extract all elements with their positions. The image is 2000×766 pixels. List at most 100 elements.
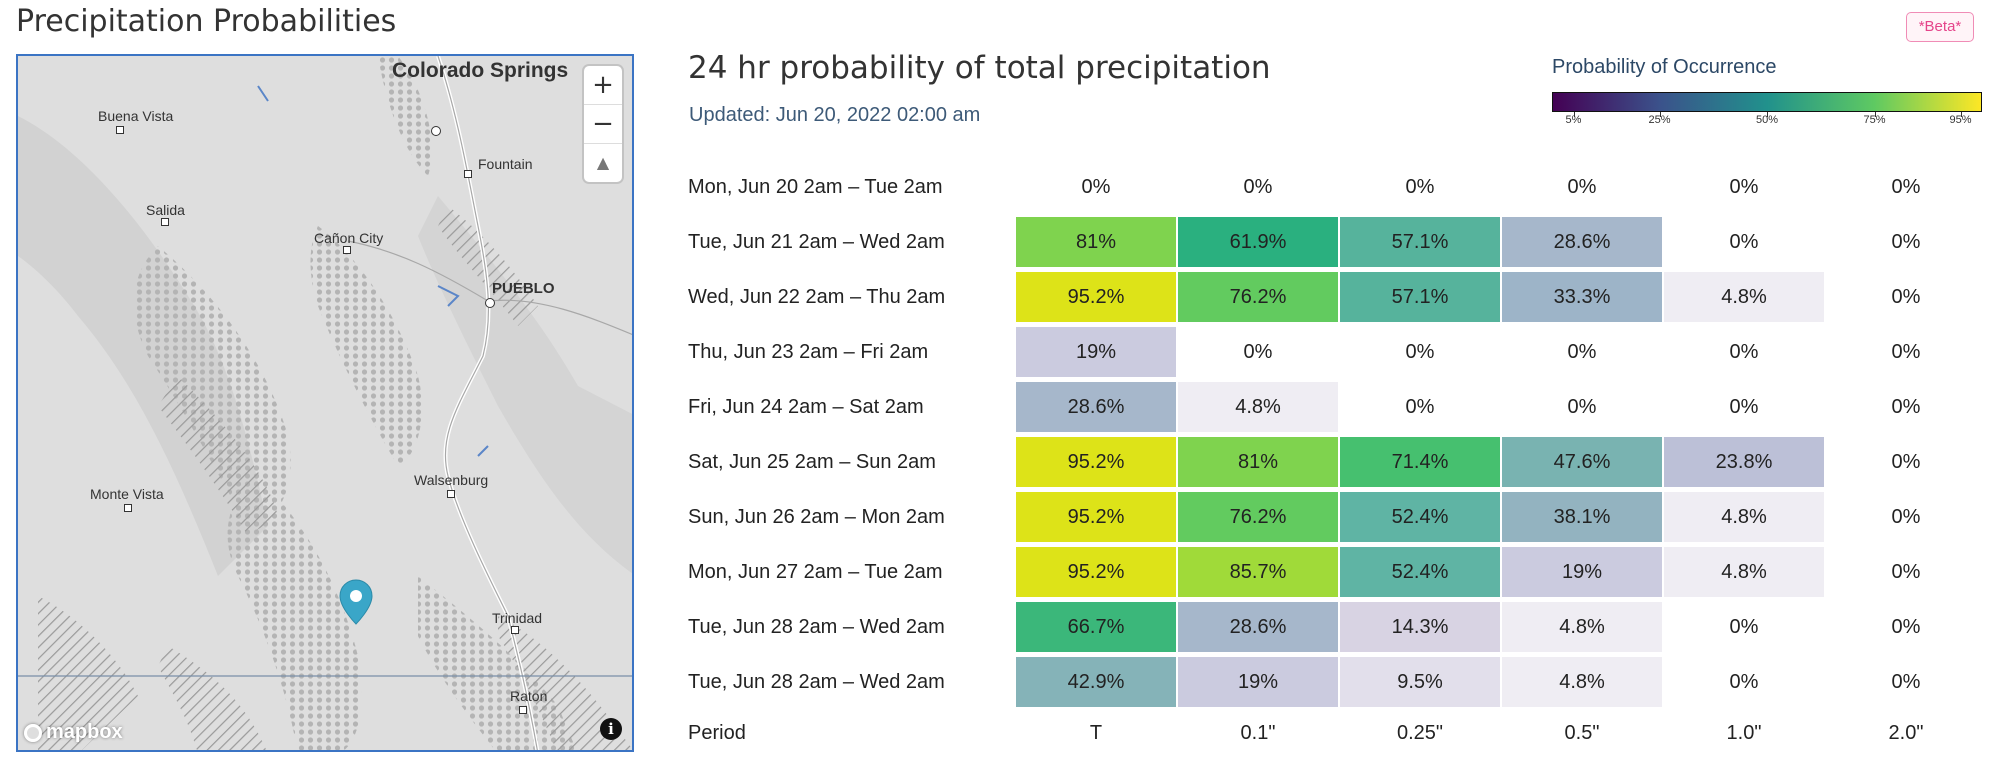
period-label: Tue, Jun 28 2am – Wed 2am [688, 671, 945, 693]
probability-cell: 76.2% [1178, 492, 1338, 542]
probability-cell: 0% [1729, 616, 1759, 638]
probability-cell: 0% [1891, 506, 1921, 528]
probability-cell: 57.1% [1340, 272, 1500, 322]
probability-cell: 14.3% [1340, 602, 1500, 652]
probability-cell: 4.8% [1664, 547, 1824, 597]
probability-cell: 19% [1502, 547, 1662, 597]
zoom-control: + − ▲ [584, 66, 622, 182]
legend-colorbar [1552, 92, 1982, 112]
map-pin-icon[interactable] [338, 578, 374, 631]
legend-tick-mark [1960, 112, 1962, 117]
zoom-in-button[interactable]: + [584, 66, 622, 105]
info-icon[interactable]: i [600, 718, 622, 740]
probability-cell: 52.4% [1340, 492, 1500, 542]
probability-cell: 0% [1567, 341, 1597, 363]
city-marker-trinidad [511, 626, 519, 634]
probability-cell: 38.1% [1502, 492, 1662, 542]
period-label: Sun, Jun 26 2am – Mon 2am [688, 506, 945, 528]
city-marker-colorado-springs [431, 126, 441, 136]
probability-cell: 42.9% [1016, 657, 1176, 707]
probability-cell: 95.2% [1016, 437, 1176, 487]
column-header-threshold: 0.5" [1564, 722, 1600, 744]
probability-cell: 76.2% [1178, 272, 1338, 322]
probability-cell: 0% [1891, 616, 1921, 638]
legend-tick-label: 25% [1648, 114, 1671, 126]
probability-cell: 95.2% [1016, 492, 1176, 542]
probability-cell: 0% [1243, 341, 1273, 363]
zoom-out-button[interactable]: − [584, 105, 622, 144]
probability-cell: 47.6% [1502, 437, 1662, 487]
city-marker-pueblo [485, 298, 495, 308]
probability-cell: 19% [1016, 327, 1176, 377]
mapbox-logo-icon [24, 723, 42, 742]
probability-cell: 81% [1016, 217, 1176, 267]
probability-cell: 28.6% [1178, 602, 1338, 652]
probability-cell: 0% [1729, 341, 1759, 363]
label-buena-vista: Buena Vista [98, 108, 174, 124]
period-label: Mon, Jun 20 2am – Tue 2am [688, 176, 943, 198]
city-marker-fountain [464, 170, 472, 178]
probability-cell: 0% [1567, 176, 1597, 198]
probability-cell: 95.2% [1016, 272, 1176, 322]
probability-cell: 0% [1405, 176, 1435, 198]
city-marker-canon-city [343, 246, 351, 254]
column-header-period: Period [688, 722, 746, 744]
legend-tick-label: 50% [1755, 114, 1779, 126]
probability-cell: 0% [1405, 341, 1435, 363]
probability-table: Mon, Jun 20 2am – Tue 2am 0% 0% 0% 0% 0% 0% Tue… [688, 162, 1986, 707]
column-header-threshold: T [1089, 722, 1103, 744]
probability-cell: 0% [1891, 286, 1921, 308]
period-label: Tue, Jun 28 2am – Wed 2am [688, 616, 945, 638]
label-canon-city: Cañon City [314, 230, 384, 246]
probability-cell: 0% [1891, 176, 1921, 198]
city-marker-raton [519, 706, 527, 714]
column-header-threshold: 0.1" [1240, 722, 1276, 744]
probability-cell: 0% [1891, 231, 1921, 253]
label-raton: Raton [510, 688, 548, 704]
city-marker-walsenburg [447, 490, 455, 498]
label-fountain: Fountain [478, 156, 533, 172]
column-header-threshold: 2.0" [1888, 722, 1924, 744]
probability-cell: 0% [1891, 561, 1921, 583]
legend-tick-label: 95% [1949, 114, 1972, 126]
probability-cell: 0% [1891, 341, 1921, 363]
probability-cell: 0% [1891, 451, 1921, 473]
probability-cell: 0% [1729, 671, 1759, 693]
probability-cell: 57.1% [1340, 217, 1500, 267]
period-label: Wed, Jun 22 2am – Thu 2am [688, 286, 946, 308]
probability-cell: 19% [1178, 657, 1338, 707]
probability-cell: 4.8% [1502, 657, 1662, 707]
mapbox-logo[interactable]: mapbox [24, 721, 123, 744]
legend-tick-mark [1659, 112, 1661, 117]
map[interactable]: Colorado Springs Buena Vista Fountain Sa… [16, 54, 634, 752]
probability-cell: 0% [1891, 671, 1921, 693]
mapbox-logo-text: mapbox [46, 721, 123, 743]
probability-cell: 0% [1243, 176, 1273, 198]
label-walsenburg: Walsenburg [414, 472, 489, 488]
legend-title: Probability of Occurrence [1552, 56, 1777, 78]
column-header-threshold: 0.25" [1396, 722, 1444, 744]
probability-cell: 66.7% [1016, 602, 1176, 652]
period-label: Mon, Jun 27 2am – Tue 2am [688, 561, 943, 583]
probability-cell: 9.5% [1340, 657, 1500, 707]
probability-cell: 28.6% [1016, 382, 1176, 432]
period-label: Sat, Jun 25 2am – Sun 2am [688, 451, 936, 473]
probability-cell: 0% [1729, 231, 1759, 253]
legend-tick-mark [1767, 112, 1768, 117]
probability-cell: 23.8% [1664, 437, 1824, 487]
probability-cell: 0% [1729, 396, 1759, 418]
probability-cell: 52.4% [1340, 547, 1500, 597]
city-marker-monte-vista [124, 504, 132, 512]
label-salida: Salida [146, 202, 185, 218]
period-label: Thu, Jun 23 2am – Fri 2am [688, 341, 929, 363]
probability-cell: 95.2% [1016, 547, 1176, 597]
compass-button[interactable]: ▲ [596, 153, 610, 172]
probability-cell: 4.8% [1664, 492, 1824, 542]
label-monte-vista: Monte Vista [90, 486, 164, 502]
probability-cell: 0% [1405, 396, 1435, 418]
column-header-threshold: 1.0" [1726, 722, 1762, 744]
period-label: Tue, Jun 21 2am – Wed 2am [688, 231, 945, 253]
probability-cell: 33.3% [1502, 272, 1662, 322]
city-marker-salida [161, 218, 169, 226]
probability-cell: 85.7% [1178, 547, 1338, 597]
